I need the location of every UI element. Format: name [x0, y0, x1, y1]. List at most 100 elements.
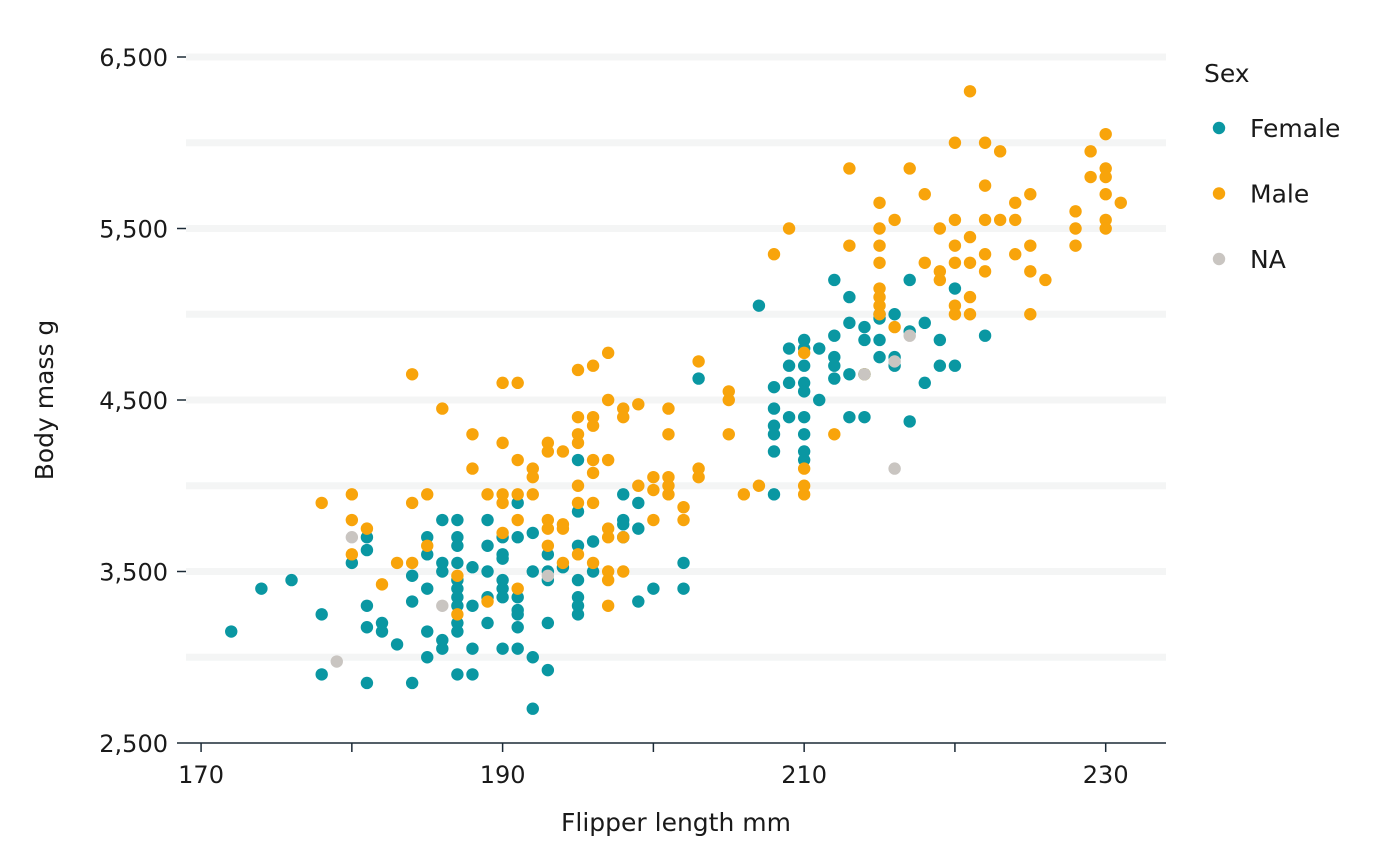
point-female [767, 402, 781, 415]
point-female [828, 350, 841, 364]
y-tick-label: 5,500 [99, 216, 168, 244]
point-female [436, 556, 449, 570]
point-female [858, 333, 871, 347]
point-male [496, 488, 509, 501]
point-female [918, 316, 931, 330]
point-female [511, 531, 524, 544]
point-male [1024, 308, 1037, 321]
point-female [797, 453, 811, 467]
point-male [797, 462, 811, 475]
point-male [421, 539, 434, 552]
point-female [466, 561, 479, 574]
point-male [903, 162, 916, 175]
point-female [797, 333, 811, 347]
point-female [511, 608, 524, 621]
point-female [315, 668, 328, 681]
point-female [632, 522, 645, 535]
point-na [858, 368, 871, 381]
point-female [782, 359, 796, 372]
legend-label-female: Female [1250, 114, 1340, 143]
point-male [496, 496, 509, 510]
point-male [692, 462, 705, 475]
point-female [315, 608, 328, 621]
point-female [828, 372, 841, 385]
point-female [828, 359, 841, 372]
point-female [405, 569, 419, 582]
point-male [873, 222, 886, 235]
point-male [752, 479, 766, 492]
point-female [345, 556, 359, 570]
point-female [390, 638, 404, 651]
point-male [662, 488, 675, 501]
point-male [541, 513, 555, 527]
point-male [617, 402, 630, 415]
point-female [752, 299, 766, 312]
point-male [918, 256, 931, 269]
point-female [571, 608, 585, 621]
point-male [601, 599, 615, 612]
point-female [782, 410, 796, 424]
point-male [586, 466, 600, 480]
point-female [496, 582, 509, 595]
point-male [315, 496, 328, 510]
point-male [993, 213, 1007, 227]
point-female [617, 518, 630, 531]
point-male [405, 556, 419, 570]
point-male [978, 265, 992, 278]
point-na [436, 599, 449, 612]
y-axis-title: Body mass g [30, 320, 59, 481]
point-male [511, 376, 524, 390]
point-male [737, 488, 751, 501]
point-female [436, 565, 449, 578]
point-female [873, 350, 886, 364]
point-female [933, 359, 947, 372]
point-female [481, 513, 494, 527]
point-male [918, 188, 931, 201]
point-female [451, 625, 464, 638]
point-male [541, 539, 555, 552]
point-male [466, 428, 479, 441]
point-male [963, 85, 977, 98]
point-male [345, 548, 359, 561]
point-male [978, 136, 992, 149]
point-female [360, 599, 374, 612]
point-female [858, 410, 871, 424]
point-male [933, 222, 947, 235]
point-female [813, 342, 826, 355]
point-male [677, 500, 690, 514]
point-male [601, 346, 615, 360]
point-male [556, 445, 570, 458]
point-male [405, 496, 419, 510]
point-male [843, 239, 856, 252]
point-na [888, 462, 901, 475]
point-male [692, 355, 705, 368]
point-male [948, 213, 962, 227]
legend: Sex Female Male NA [1204, 59, 1340, 274]
point-female [767, 380, 781, 394]
point-male [556, 522, 570, 535]
point-female [933, 333, 947, 347]
point-female [843, 410, 856, 424]
point-male [1099, 213, 1112, 227]
point-male [601, 522, 615, 535]
point-female [978, 329, 992, 342]
point-female [466, 642, 479, 655]
point-male [601, 531, 615, 544]
point-female [511, 621, 524, 634]
point-female [843, 316, 856, 330]
point-female [436, 633, 449, 647]
point-female [255, 582, 268, 595]
point-na [541, 569, 555, 582]
point-female [481, 616, 494, 630]
point-male [586, 359, 600, 372]
point-male [1039, 273, 1052, 287]
point-male [1024, 188, 1037, 201]
point-female [782, 342, 796, 355]
point-male [1069, 239, 1082, 252]
point-female [526, 651, 539, 664]
point-female [451, 539, 464, 552]
point-female [466, 668, 479, 681]
point-female [225, 625, 238, 638]
point-male [963, 308, 977, 321]
point-female [828, 329, 841, 342]
